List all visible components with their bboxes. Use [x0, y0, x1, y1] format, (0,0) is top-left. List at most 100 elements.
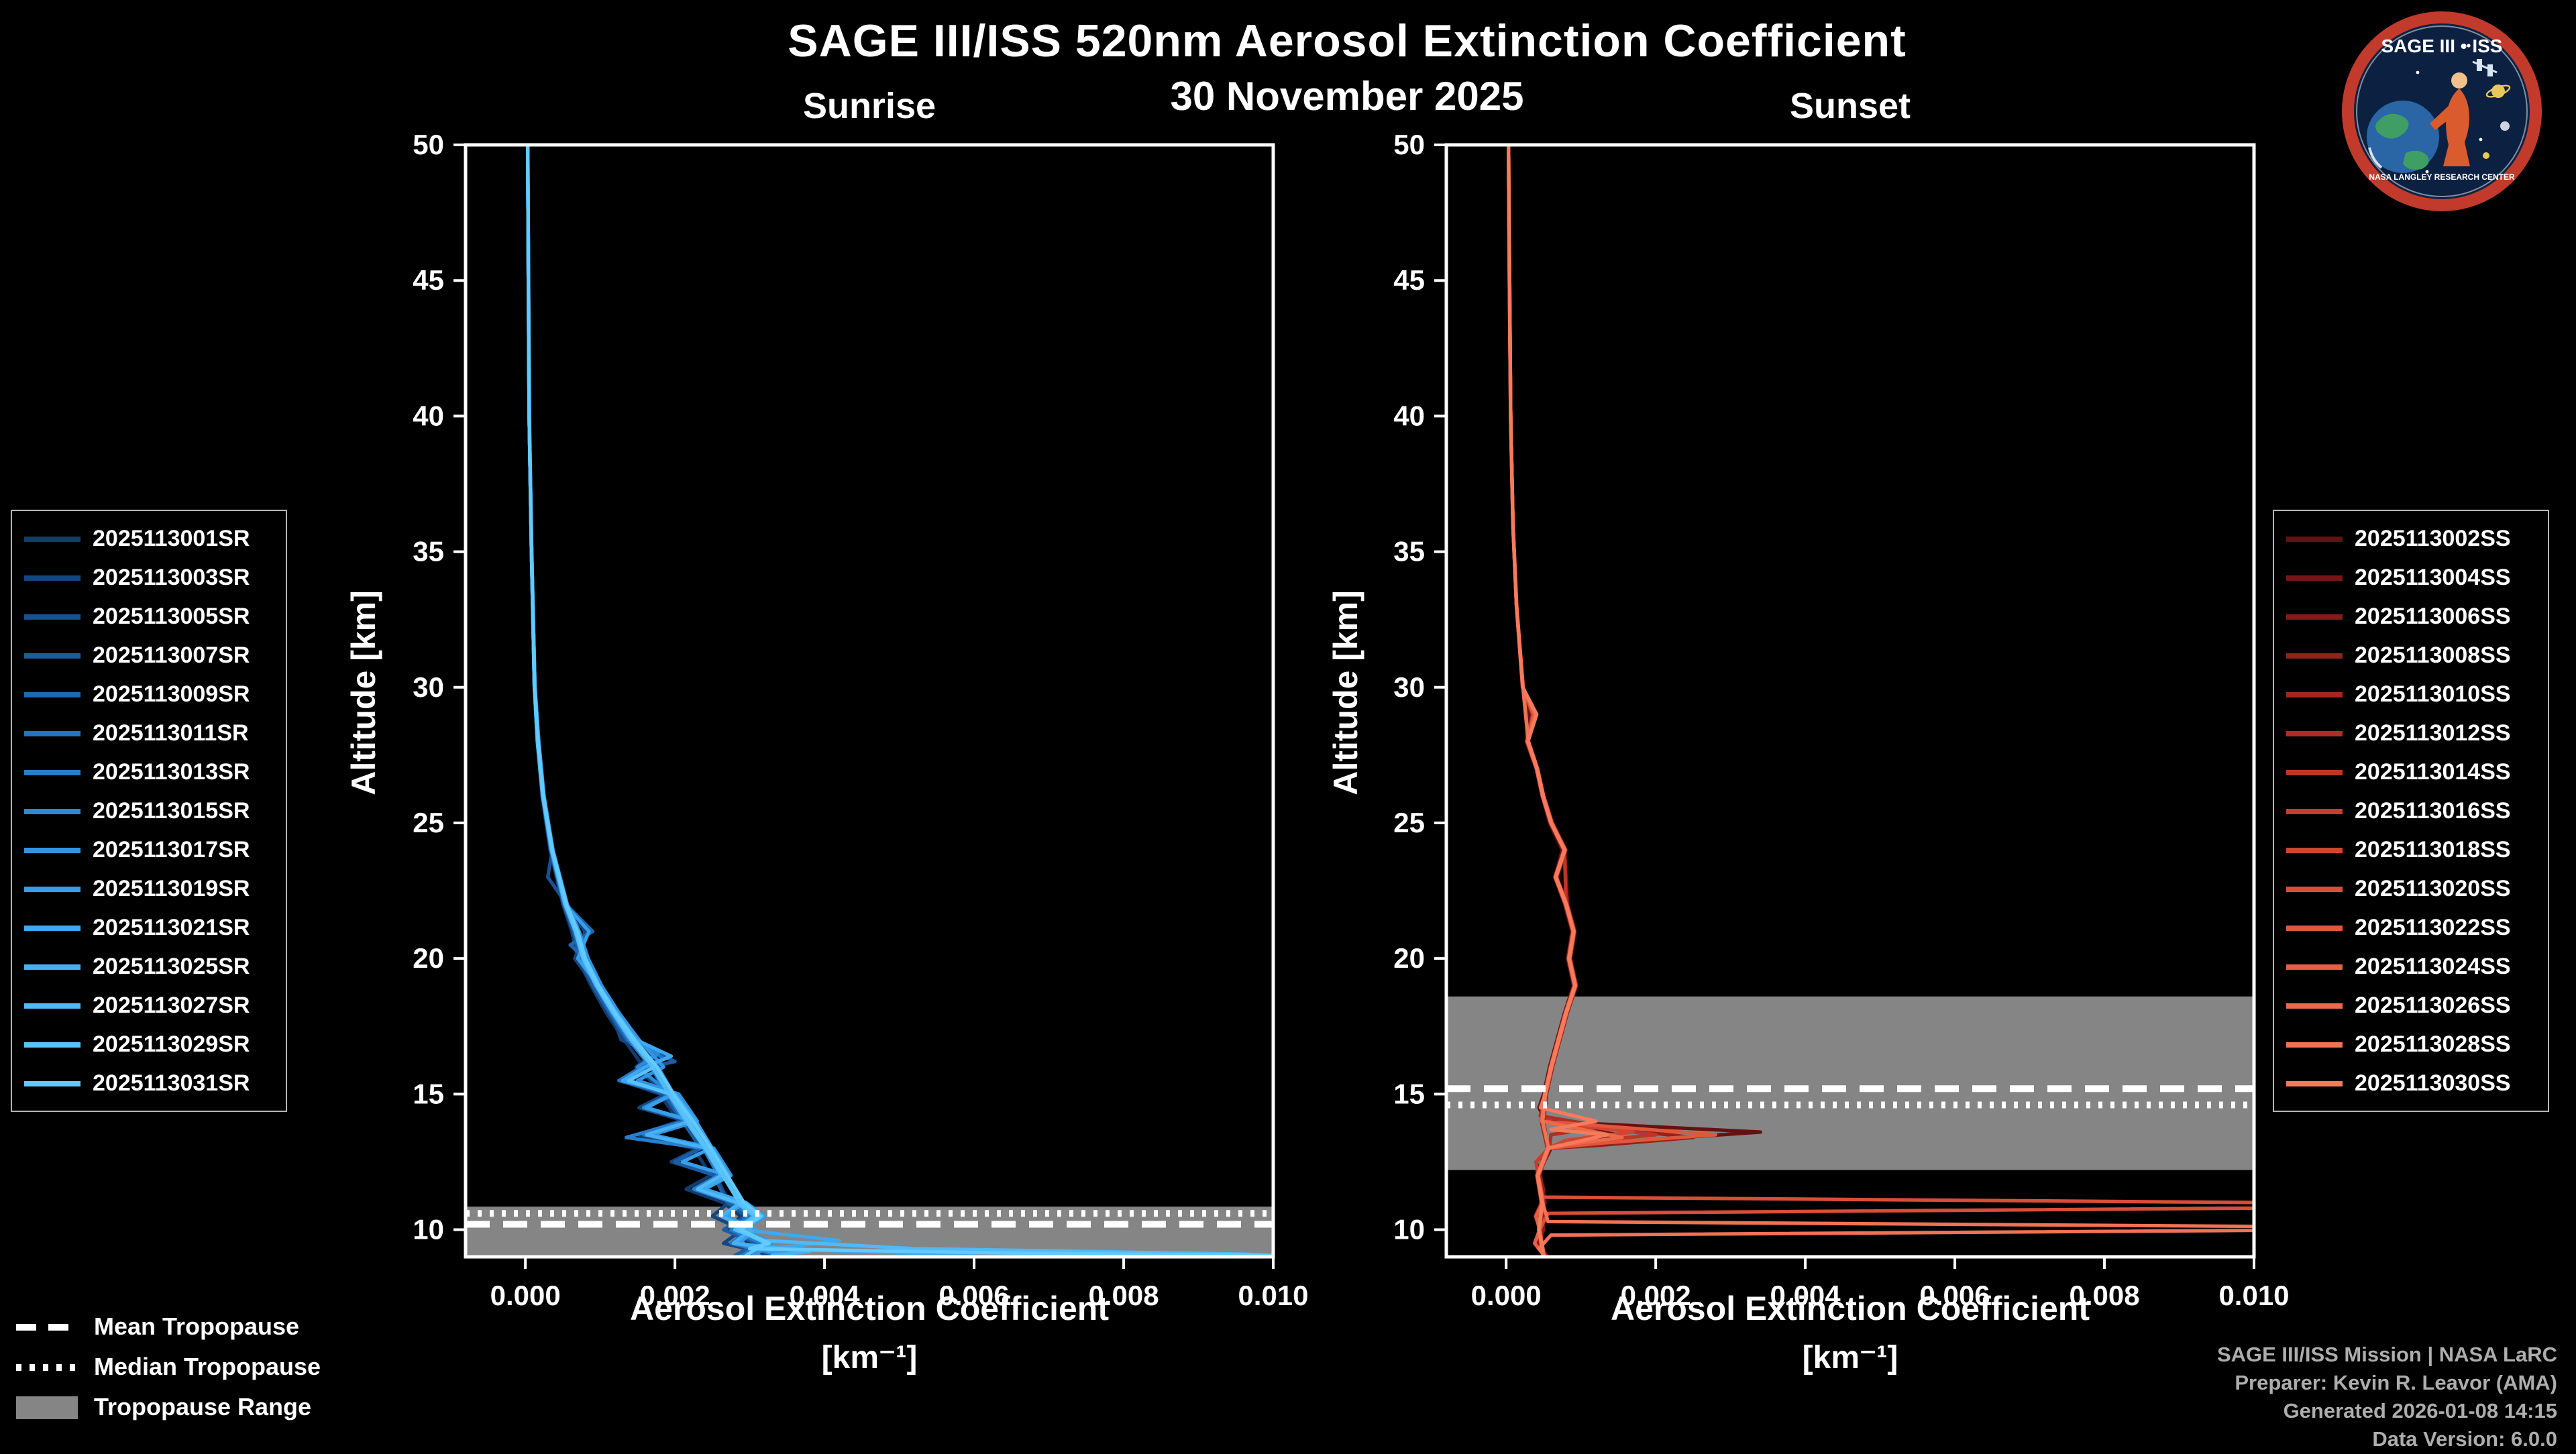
legend-swatch — [24, 575, 80, 580]
credits-mission: SAGE III/ISS Mission | NASA LaRC — [2216, 1344, 2557, 1367]
x-tick-label: 0.006 — [1920, 1280, 1990, 1311]
legend-swatch — [24, 769, 80, 775]
y-tick-label: 25 — [413, 807, 444, 838]
credits-block: SAGE III/ISS Mission | NASA LaRC Prepare… — [2217, 1341, 2557, 1454]
median-tropopause-label: Median Tropopause — [94, 1353, 321, 1380]
y-tick-label: 20 — [413, 942, 444, 974]
tropopause-legend: Mean Tropopause Median Tropopause Tropop… — [16, 1306, 321, 1427]
legend-label: 2025113027SR — [93, 992, 250, 1017]
legend-item: 2025113012SS — [2286, 714, 2536, 752]
legend-item: 2025113006SS — [2286, 597, 2536, 636]
logo-title: SAGE III • ISS — [2381, 36, 2503, 56]
sunset-panel-title: Sunset — [1789, 86, 1911, 126]
legend-swatch — [2286, 536, 2343, 541]
sunrise-y-axis-label: Altitude [km] — [345, 590, 383, 795]
earth-icon — [2367, 101, 2439, 173]
legend-swatch — [2286, 1042, 2343, 1047]
legend-swatch — [24, 1080, 80, 1086]
x-tick-label: 0.008 — [2069, 1280, 2139, 1311]
legend-swatch — [2286, 575, 2343, 580]
legend-label: 2025113031SR — [93, 1070, 250, 1095]
sage-iii-iss-logo: SAGE III • ISS NASA LANGLEY RESEARCH CEN… — [2342, 11, 2542, 211]
legend-swatch — [2286, 653, 2343, 658]
legend-swatch — [24, 614, 80, 619]
figure-title: SAGE III/ISS 520nm Aerosol Extinction Co… — [788, 16, 1907, 67]
legend-swatch — [2286, 1080, 2343, 1086]
profile-2025113027SR — [525, 145, 1273, 1257]
profile-2025113021SR — [525, 145, 976, 1257]
mean-tropopause-label: Mean Tropopause — [94, 1312, 300, 1339]
legend-item: 2025113002SS — [2286, 519, 2536, 558]
sunset-plot: 0.000 0.002 0.004 0.006 0.008 0.010 10 15 20 25 30… — [1393, 129, 2289, 1311]
x-tick-label: 0.006 — [939, 1280, 1010, 1311]
legend-swatch — [24, 730, 80, 736]
sunrise-panel-title: Sunrise — [802, 86, 936, 126]
legend-label: 2025113020SS — [2355, 875, 2511, 901]
y-tick-label: 35 — [413, 536, 444, 567]
y-tick-label: 45 — [1393, 264, 1425, 296]
legend-label: 2025113012SS — [2355, 720, 2511, 745]
legend-label: 2025113028SS — [2355, 1031, 2511, 1056]
legend-label: 2025113024SS — [2355, 953, 2511, 978]
x-tick-label: 0.004 — [1770, 1280, 1841, 1311]
logo-inner-ring — [2356, 25, 2528, 197]
sunset-y-axis-label: Altitude [km] — [1328, 590, 1365, 795]
legend-swatch — [24, 808, 80, 814]
y-tick-label: 35 — [1393, 536, 1425, 567]
legend-swatch — [2286, 925, 2343, 930]
y-tick-label: 15 — [1393, 1078, 1425, 1109]
legend-label: 2025113007SR — [93, 642, 250, 667]
legend-item: 2025113014SS — [2286, 752, 2536, 791]
legend-swatch — [24, 691, 80, 697]
sunset-x-axis-label: Aerosol Extinction Coefficient — [1611, 1290, 2090, 1328]
legend-swatch — [2286, 886, 2343, 891]
x-tick-label: 0.010 — [1238, 1280, 1308, 1311]
axes-frame — [1444, 143, 2256, 1259]
legend-label: 2025113015SR — [93, 797, 250, 823]
x-tick-label: 0.002 — [640, 1280, 710, 1311]
legend-swatch — [2286, 769, 2343, 775]
y-tick-label: 50 — [1393, 129, 1425, 160]
legend-label: 2025113022SS — [2355, 914, 2511, 940]
y-tick-label: 25 — [1393, 807, 1425, 838]
legend-label: 2025113013SR — [93, 759, 250, 784]
planets-icon — [2483, 85, 2511, 159]
y-tick-label: 20 — [1393, 942, 1425, 974]
legend-swatch — [2286, 847, 2343, 852]
legend-item: 2025113009SR — [24, 675, 274, 714]
legend-label: 2025113003SR — [93, 564, 250, 590]
legend-label: 2025113018SS — [2355, 836, 2511, 862]
legend-swatch — [24, 925, 80, 930]
x-tick-label: 0.010 — [2218, 1280, 2289, 1311]
legend-label: 2025113011SR — [93, 720, 249, 745]
legend-item: 2025113022SS — [2286, 908, 2536, 947]
legend-label: 2025113006SS — [2355, 603, 2511, 628]
sunset-x-axis-units: [km⁻¹] — [1802, 1340, 1898, 1376]
gray-band-icon — [16, 1396, 78, 1418]
legend-label: 2025113002SS — [2355, 525, 2511, 551]
legend-item: 2025113025SR — [24, 947, 274, 986]
legend-swatch — [2286, 691, 2343, 697]
legend-item: 2025113016SS — [2286, 791, 2536, 830]
legend-item: 2025113005SR — [24, 597, 274, 636]
x-tick-label: 0.004 — [790, 1280, 861, 1311]
legend-label: 2025113001SR — [93, 525, 250, 551]
dashed-line-icon — [16, 1323, 78, 1330]
y-tick-label: 40 — [413, 400, 444, 431]
legend-label: 2025113025SR — [93, 953, 250, 978]
legend-item: 2025113003SR — [24, 558, 274, 597]
legend-label: 2025113005SR — [93, 603, 250, 628]
x-tick-label: 0.000 — [490, 1280, 561, 1311]
dotted-line-icon — [16, 1363, 78, 1370]
legend-item: 2025113028SS — [2286, 1025, 2536, 1064]
legend-label: 2025113021SR — [93, 914, 250, 940]
legend-label: 2025113026SS — [2355, 992, 2511, 1017]
legend-label: 2025113009SR — [93, 681, 250, 706]
legend-item: 2025113015SR — [24, 791, 274, 830]
legend-swatch — [24, 964, 80, 969]
legend-label: 2025113016SS — [2355, 797, 2511, 823]
legend-item: 2025113021SR — [24, 908, 274, 947]
legend-item: 2025113026SS — [2286, 986, 2536, 1025]
sunrise-x-axis-units: [km⁻¹] — [821, 1340, 918, 1376]
